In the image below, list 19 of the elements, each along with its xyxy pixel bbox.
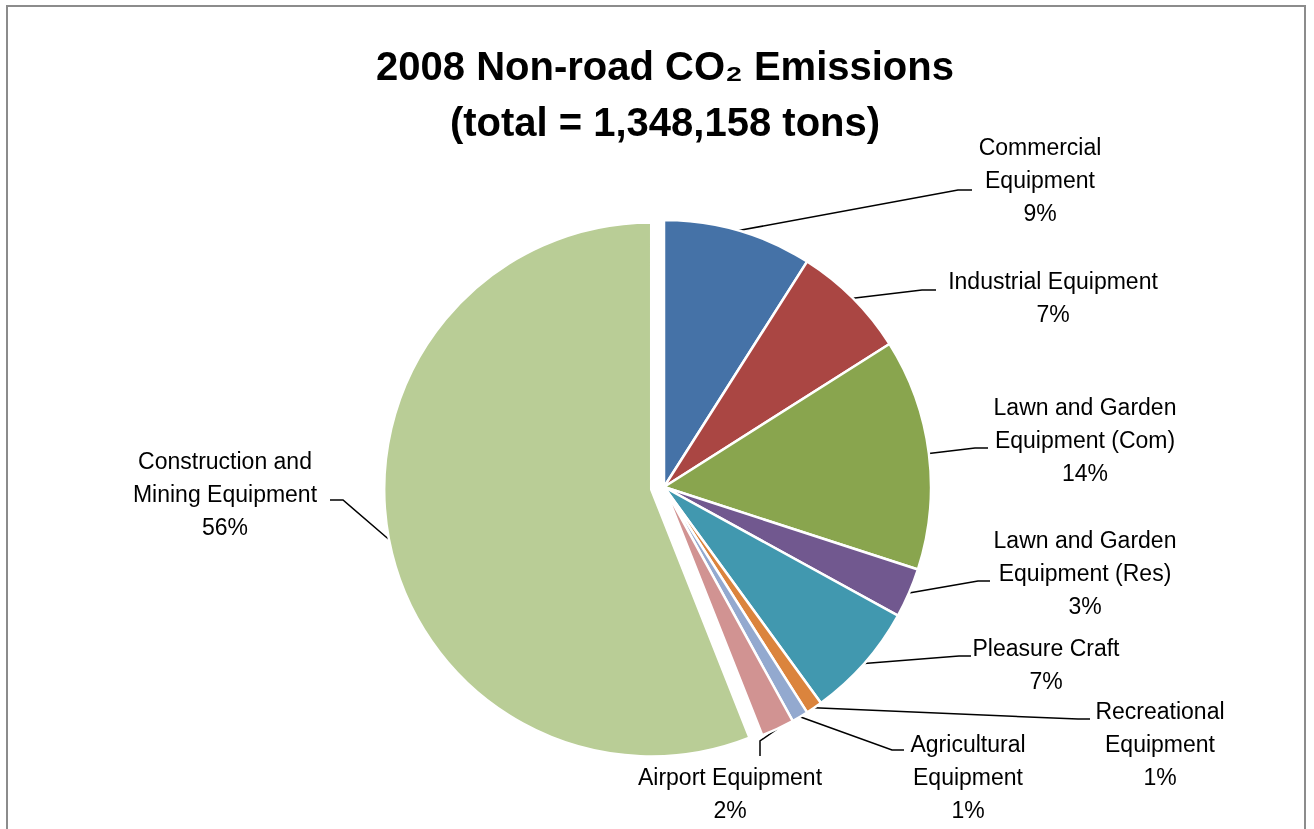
data-label: 14%	[1061, 460, 1109, 486]
chart-title: 2008 Non-road CO₂ Emissions (total = 1,348,158 tons)	[376, 44, 954, 144]
data-label: 7%	[1036, 300, 1070, 327]
slice-label: Construction and Mining Equipment	[132, 448, 318, 507]
data-label: 1%	[951, 797, 985, 823]
data-label: 1%	[1143, 764, 1177, 790]
slice-label: Airport Equipment	[637, 763, 823, 790]
data-label: 2%	[713, 796, 747, 823]
data-label: 7%	[1029, 667, 1063, 694]
slice-label: Industrial Equipment	[948, 267, 1159, 294]
slice-label: Recreational Equipment	[1095, 698, 1225, 757]
slice-label: Pleasure Craft	[972, 634, 1121, 661]
data-label: 9%	[1023, 200, 1057, 226]
slice-label: Agricultural Equipment	[910, 731, 1026, 790]
slice-label: Commercial Equipment	[978, 134, 1102, 193]
slice-label: Lawn and Garden Equipment (Com)	[993, 394, 1177, 453]
slice-label: Lawn and Garden Equipment (Res)	[993, 527, 1177, 586]
data-label: 3%	[1068, 593, 1102, 619]
data-label: 56%	[201, 514, 249, 540]
